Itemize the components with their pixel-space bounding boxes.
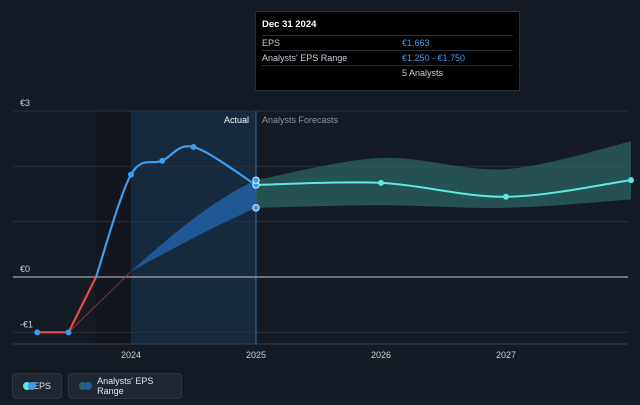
legend-range-button[interactable]: Analysts' EPS Range xyxy=(68,373,182,399)
forecast-range-band xyxy=(256,141,631,208)
eps-point xyxy=(34,329,41,336)
y-tick-label: €0 xyxy=(20,264,30,274)
tooltip-analysts-value: 5 Analysts xyxy=(402,68,444,78)
x-tick-label: 2024 xyxy=(121,350,141,360)
range-legend-icon xyxy=(79,382,92,390)
x-tick-label: 2025 xyxy=(246,350,266,360)
x-tick-label: 2026 xyxy=(371,350,391,360)
eps-marker xyxy=(252,204,260,212)
pre-period-shade xyxy=(95,111,131,344)
eps-line-negative xyxy=(37,276,97,334)
tooltip: Dec 31 2024 EPS €1.663 Analysts' EPS Ran… xyxy=(255,11,520,91)
y-tick-label: -€1 xyxy=(20,319,33,329)
eps-point xyxy=(65,329,72,336)
tooltip-range-value: €1.250 - €1.750 xyxy=(402,53,466,63)
trend-line xyxy=(68,271,132,333)
forecast-line xyxy=(255,179,632,198)
tooltip-row-analysts: 5 Analysts xyxy=(262,65,513,80)
tooltip-eps-label: EPS xyxy=(262,38,281,48)
forecast-point xyxy=(503,193,509,200)
eps-legend-icon xyxy=(23,382,36,390)
tooltip-row-eps: EPS €1.663 xyxy=(262,35,513,50)
legend-eps-label: EPS xyxy=(32,381,51,391)
eps-point xyxy=(190,143,197,150)
tooltip-range-label: Analysts' EPS Range xyxy=(262,53,348,63)
tooltip-row-range: Analysts' EPS Range €1.250 - €1.750 xyxy=(262,50,513,65)
eps-point xyxy=(159,157,166,164)
actual-label: Actual xyxy=(224,115,249,125)
legend-eps-button[interactable]: EPS xyxy=(12,373,62,399)
forecast-label: Analysts Forecasts xyxy=(262,115,339,125)
eps-point xyxy=(128,171,134,178)
y-tick-label: €3 xyxy=(20,98,30,108)
forecast-point xyxy=(378,179,384,186)
eps-marker xyxy=(252,176,260,184)
legend-range-label: Analysts' EPS Range xyxy=(97,376,154,396)
x-tick-label: 2027 xyxy=(496,350,516,360)
tooltip-date: Dec 31 2024 xyxy=(262,19,317,30)
tooltip-eps-value: €1.663 xyxy=(402,38,430,48)
forecast-point xyxy=(628,177,634,184)
past-range-band xyxy=(131,180,256,272)
